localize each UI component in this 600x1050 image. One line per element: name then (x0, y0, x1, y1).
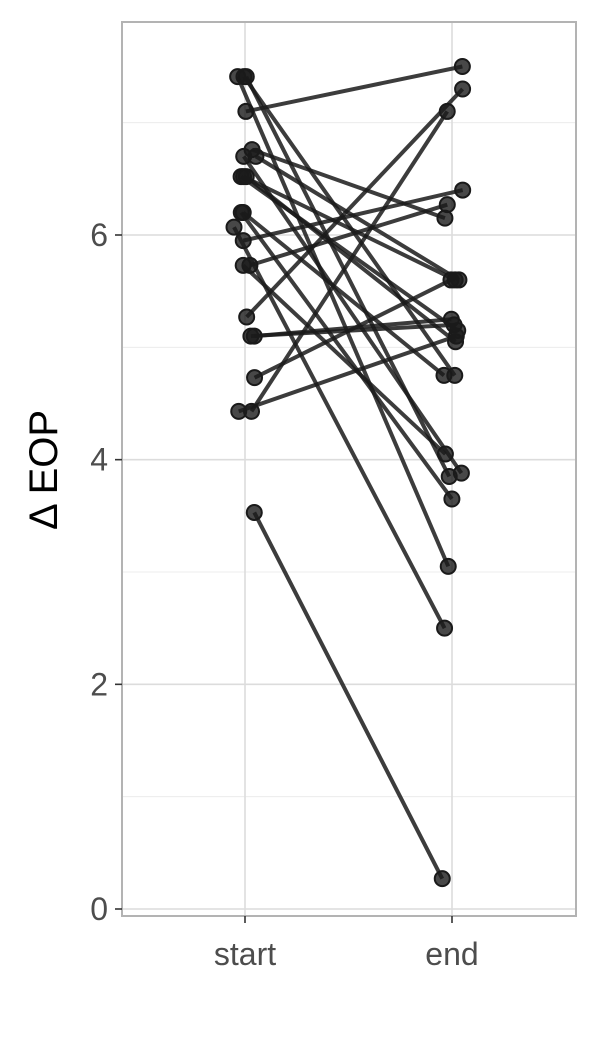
pair-line (249, 202, 448, 268)
pair-line (245, 87, 465, 319)
start-point (237, 168, 255, 186)
start-point (234, 256, 252, 274)
pair-line (242, 155, 464, 475)
end-point (439, 557, 457, 575)
y-tick-label: 0 (90, 891, 108, 927)
y-axis-title: Δ EOP (22, 410, 66, 530)
start-point (225, 218, 243, 236)
start-point (235, 147, 253, 165)
pair-line (254, 154, 460, 282)
pair-line (242, 188, 464, 243)
y-tick-label: 4 (90, 442, 108, 478)
start-point (232, 204, 250, 222)
pair-line (252, 511, 445, 880)
y-tick-label: 2 (90, 666, 108, 702)
pair-line (241, 210, 446, 377)
end-point (438, 102, 456, 120)
end-point (436, 445, 454, 463)
pair-line (245, 64, 463, 114)
end-point (436, 619, 454, 637)
y-tick-labels: 0 2 4 6 (90, 217, 122, 927)
end-point (453, 58, 471, 75)
pair-line (239, 211, 454, 501)
end-point (447, 327, 465, 345)
y-tick-label: 6 (90, 217, 108, 253)
end-point (442, 271, 460, 289)
start-point (238, 308, 256, 326)
pair-line (249, 110, 449, 413)
start-point (229, 68, 247, 86)
end-point (438, 196, 456, 214)
end-point (454, 181, 472, 199)
end-point (435, 366, 453, 384)
start-point (243, 402, 261, 420)
panel-border (121, 21, 577, 917)
end-point (454, 80, 472, 98)
x-tick-label: end (425, 936, 478, 972)
start-point (245, 503, 263, 521)
start-point (246, 369, 264, 387)
x-tick-labels: start end (214, 916, 479, 972)
grid-lines (122, 22, 576, 916)
pair-line (251, 147, 446, 221)
end-point (452, 464, 470, 482)
start-point (237, 102, 255, 120)
x-tick-label: start (214, 936, 276, 972)
start-point (242, 327, 260, 345)
end-point (443, 490, 461, 508)
pair-line (238, 334, 457, 414)
pair-line (253, 278, 452, 380)
pair-line (241, 263, 447, 456)
end-point (436, 209, 454, 227)
start-point (234, 232, 252, 250)
pair-line (242, 174, 457, 282)
series-lines (232, 64, 465, 880)
series-points (225, 58, 472, 888)
pair-line (244, 75, 452, 478)
end-point (433, 870, 451, 888)
